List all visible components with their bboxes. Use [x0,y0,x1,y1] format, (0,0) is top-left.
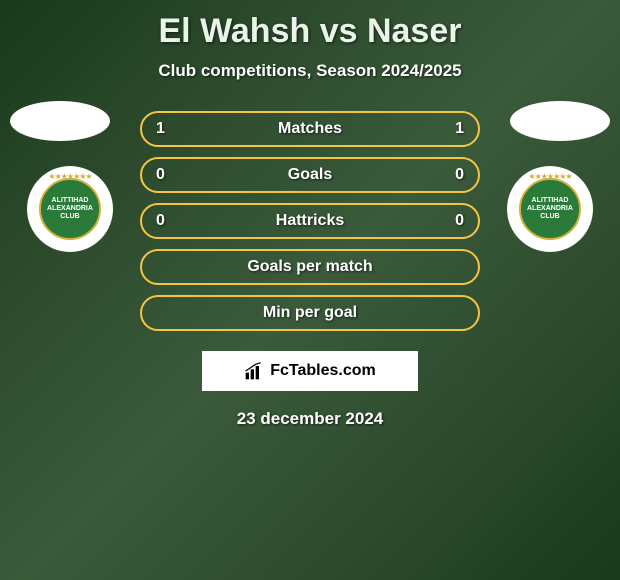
badge-stars-icon: ★★★★★★★ [48,172,91,181]
stat-label: Min per goal [263,304,357,322]
stat-right-value: 0 [444,212,464,230]
stat-row-min-per-goal: Min per goal [140,295,480,331]
chart-icon [244,361,264,381]
stat-row-hattricks: 0 Hattricks 0 [140,203,480,239]
stat-row-matches: 1 Matches 1 [140,111,480,147]
stat-row-goals: 0 Goals 0 [140,157,480,193]
stat-label: Goals [288,166,332,184]
stat-right-value: 0 [444,166,464,184]
team-badge-left: ★★★★★★★ ALITTIHAD ALEXANDRIA CLUB [27,166,113,252]
stat-row-goals-per-match: Goals per match [140,249,480,285]
date-text: 23 december 2024 [0,409,620,429]
stat-right-value: 1 [444,120,464,138]
badge-text-right: ALITTIHAD ALEXANDRIA CLUB [521,197,579,220]
watermark-text: FcTables.com [270,362,376,380]
stat-left-value: 0 [156,166,176,184]
badge-stars-icon: ★★★★★★★ [528,172,571,181]
stat-label: Goals per match [247,258,372,276]
page-subtitle: Club competitions, Season 2024/2025 [0,61,620,81]
stat-left-value: 0 [156,212,176,230]
badge-inner-left: ★★★★★★★ ALITTIHAD ALEXANDRIA CLUB [39,178,101,240]
badge-inner-right: ★★★★★★★ ALITTIHAD ALEXANDRIA CLUB [519,178,581,240]
team-badge-right: ★★★★★★★ ALITTIHAD ALEXANDRIA CLUB [507,166,593,252]
player-portrait-right [510,101,610,141]
stat-left-value: 1 [156,120,176,138]
stats-container: ★★★★★★★ ALITTIHAD ALEXANDRIA CLUB ★★★★★★… [0,111,620,429]
page-title: El Wahsh vs Naser [0,0,620,51]
stat-label: Matches [278,120,342,138]
player-portrait-left [10,101,110,141]
stat-label: Hattricks [276,212,344,230]
badge-text-left: ALITTIHAD ALEXANDRIA CLUB [41,197,99,220]
watermark-box: FcTables.com [202,351,418,391]
